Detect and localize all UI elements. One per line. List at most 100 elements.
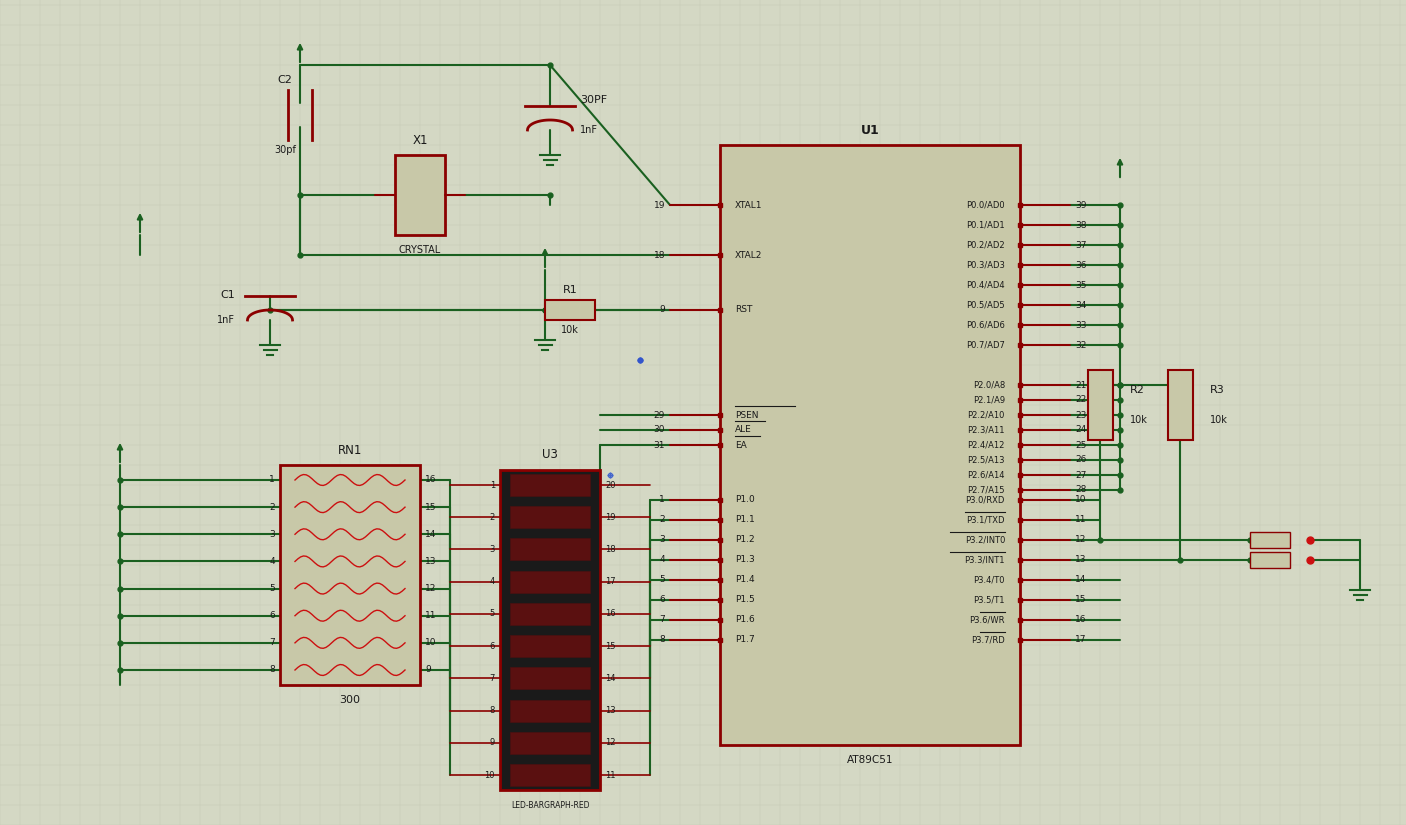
Text: 5: 5	[270, 584, 276, 593]
Text: 6: 6	[489, 642, 495, 651]
Text: 4: 4	[270, 557, 276, 566]
Bar	[510, 539, 591, 560]
Text: 10k: 10k	[561, 325, 579, 335]
Bar	[395, 155, 446, 235]
Text: P2.0/A8: P2.0/A8	[973, 380, 1005, 389]
Text: P1.1: P1.1	[735, 516, 755, 525]
Text: R3: R3	[1211, 385, 1225, 395]
Text: P0.2/AD2: P0.2/AD2	[966, 241, 1005, 249]
Text: P3.5/T1: P3.5/T1	[973, 596, 1005, 605]
Text: 28: 28	[1076, 485, 1087, 494]
Text: 23: 23	[1076, 411, 1087, 419]
Text: 10: 10	[425, 639, 436, 648]
Text: 35: 35	[1076, 280, 1087, 290]
Text: RST: RST	[735, 305, 752, 314]
Bar	[510, 571, 591, 592]
Text: 30PF: 30PF	[581, 95, 607, 105]
Text: P1.0: P1.0	[735, 496, 755, 505]
Text: 11: 11	[605, 771, 616, 780]
Text: 17: 17	[605, 578, 616, 587]
Bar	[510, 507, 591, 528]
Bar	[1087, 370, 1112, 440]
Text: 9: 9	[489, 738, 495, 747]
Text: AT89C51: AT89C51	[846, 755, 893, 765]
Text: 37: 37	[1076, 241, 1087, 249]
Text: C2: C2	[277, 75, 292, 85]
Bar	[501, 470, 600, 790]
Text: 25: 25	[1076, 441, 1087, 450]
Text: X1: X1	[412, 134, 427, 147]
Text: P0.1/AD1: P0.1/AD1	[966, 220, 1005, 229]
Text: 10k: 10k	[1130, 415, 1147, 425]
Text: P2.7/A15: P2.7/A15	[967, 485, 1005, 494]
Text: XTAL2: XTAL2	[735, 251, 762, 260]
Text: 1: 1	[489, 480, 495, 489]
Text: 14: 14	[425, 530, 436, 539]
Text: P1.5: P1.5	[735, 596, 755, 605]
Text: P0.7/AD7: P0.7/AD7	[966, 341, 1005, 350]
Text: 22: 22	[1076, 395, 1087, 404]
Text: 3: 3	[659, 535, 665, 545]
Text: 9: 9	[659, 305, 665, 314]
Text: 27: 27	[1076, 470, 1087, 479]
Text: 15: 15	[605, 642, 616, 651]
Text: ALE: ALE	[735, 426, 752, 435]
Bar	[280, 465, 420, 685]
Text: 32: 32	[1076, 341, 1087, 350]
Text: 5: 5	[659, 576, 665, 584]
Text: P3.4/T0: P3.4/T0	[973, 576, 1005, 584]
Text: 9: 9	[425, 666, 430, 675]
Text: 16: 16	[605, 610, 616, 619]
Text: R1: R1	[562, 285, 578, 295]
Text: P2.3/A11: P2.3/A11	[967, 426, 1005, 435]
Bar	[510, 732, 591, 754]
Text: P1.6: P1.6	[735, 615, 755, 625]
Text: P2.2/A10: P2.2/A10	[967, 411, 1005, 419]
Text: 19: 19	[654, 200, 665, 210]
Text: 12: 12	[605, 738, 616, 747]
Text: 39: 39	[1076, 200, 1087, 210]
Text: 1: 1	[659, 496, 665, 505]
Text: 7: 7	[659, 615, 665, 625]
Text: 26: 26	[1076, 455, 1087, 464]
Text: P0.5/AD5: P0.5/AD5	[966, 300, 1005, 309]
Text: U1: U1	[860, 124, 879, 136]
Text: 4: 4	[659, 555, 665, 564]
Text: 14: 14	[1076, 576, 1087, 584]
Text: R2: R2	[1130, 385, 1144, 395]
Text: P2.5/A13: P2.5/A13	[967, 455, 1005, 464]
Text: P1.7: P1.7	[735, 635, 755, 644]
Text: 2: 2	[489, 512, 495, 521]
Bar	[1167, 370, 1192, 440]
Bar	[720, 145, 1019, 745]
Text: 33: 33	[1076, 320, 1087, 329]
Text: 15: 15	[425, 502, 436, 512]
Text: P3.1/TXD: P3.1/TXD	[966, 516, 1005, 525]
Text: 10: 10	[485, 771, 495, 780]
Text: 3: 3	[489, 545, 495, 554]
Bar	[1250, 532, 1289, 548]
Text: XTAL1: XTAL1	[735, 200, 762, 210]
Bar	[1250, 552, 1289, 568]
Text: 1nF: 1nF	[581, 125, 598, 135]
Text: 10: 10	[1076, 496, 1087, 505]
Text: P0.0/AD0: P0.0/AD0	[966, 200, 1005, 210]
Text: P3.2/INT0: P3.2/INT0	[965, 535, 1005, 545]
Text: 8: 8	[270, 666, 276, 675]
Text: 18: 18	[605, 545, 616, 554]
Text: CRYSTAL: CRYSTAL	[399, 245, 441, 255]
Text: 6: 6	[659, 596, 665, 605]
Bar	[510, 700, 591, 722]
Text: 29: 29	[654, 411, 665, 419]
Text: P1.3: P1.3	[735, 555, 755, 564]
Text: P3.3/INT1: P3.3/INT1	[965, 555, 1005, 564]
Text: U3: U3	[543, 449, 558, 461]
Text: 19: 19	[605, 512, 616, 521]
Text: 15: 15	[1076, 596, 1087, 605]
Text: P1.4: P1.4	[735, 576, 755, 584]
Bar	[546, 300, 595, 320]
Text: 17: 17	[1076, 635, 1087, 644]
Text: 6: 6	[270, 611, 276, 620]
Text: 11: 11	[1076, 516, 1087, 525]
Text: 12: 12	[1076, 535, 1087, 545]
